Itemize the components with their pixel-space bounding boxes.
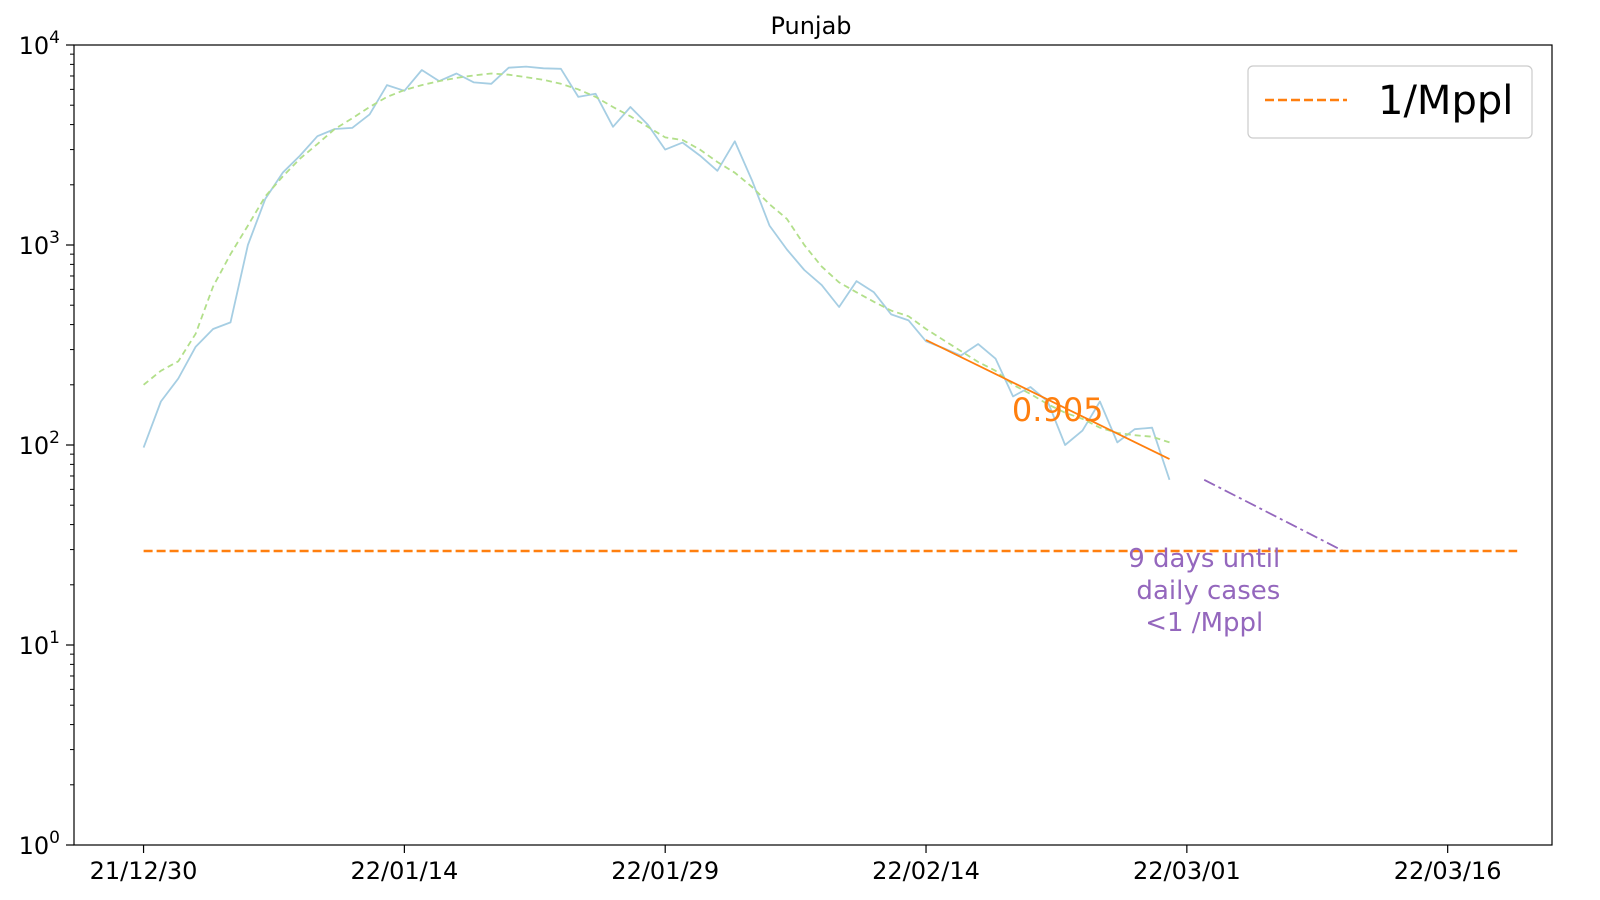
y-tick-label-1: 101 [19,628,60,660]
series-1-line [143,72,1170,444]
x-tick-label-0: 21/12/30 [90,857,198,885]
series-3-line [1203,478,1344,552]
days-until-annotation: 9 days until daily cases <1 /Mppl [1128,544,1280,638]
series-0-line [142,65,1171,481]
chart-title: Punjab [770,12,851,40]
x-tick-label-2: 22/01/29 [611,857,719,885]
x-tick-label-4: 22/03/01 [1133,857,1241,885]
y-tick-label-4: 104 [19,28,60,60]
legend: 1/Mppl [1247,65,1533,139]
legend-label-1mppl: 1/Mppl [1378,78,1513,124]
x-tick-label-3: 22/02/14 [872,857,980,885]
x-tick-label-1: 22/01/14 [350,857,458,885]
legend-box [1247,65,1533,139]
axis-layer: 21/12/30 22/01/14 22/01/29 22/02/14 22/03/01… [19,28,1502,885]
y-tick-label-0: 100 [19,828,60,860]
series-layer [142,65,1518,553]
y-tick-label-2: 102 [19,428,60,460]
annotation-layer: 0.905 9 days until daily cases <1 /Mppl [1012,391,1280,638]
rate-annotation: 0.905 [1012,391,1104,429]
plot-frame [73,44,1553,846]
x-tick-label-5: 22/03/16 [1394,857,1502,885]
series-2-line [925,339,1170,460]
y-tick-label-3: 103 [19,228,60,260]
